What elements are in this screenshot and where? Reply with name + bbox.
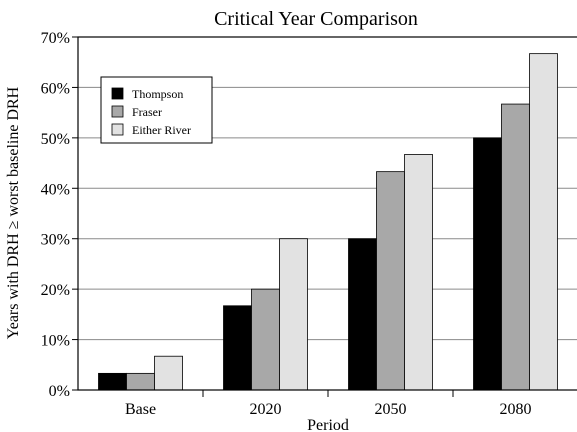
x-axis-ticks: Base 2020 2050 2080 xyxy=(125,390,532,418)
bars xyxy=(98,53,558,391)
bar-either-river-2080 xyxy=(529,53,558,391)
legend-label: Fraser xyxy=(132,105,162,119)
x-tick-label: 2080 xyxy=(500,401,532,418)
bar-thompson-2080 xyxy=(473,137,502,391)
y-tick-label: 50% xyxy=(41,131,70,148)
legend-swatch xyxy=(111,123,124,136)
y-axis-ticks: 0% 10% 20% 30% 40% 50% 60% 70% xyxy=(41,30,78,400)
y-tick-label: 60% xyxy=(41,80,70,97)
x-tick-label: 2020 xyxy=(250,401,282,418)
x-tick-label: Base xyxy=(125,401,156,418)
x-axis-label: Period xyxy=(307,417,349,432)
legend-label: Thompson xyxy=(132,87,183,101)
y-tick-label: 20% xyxy=(41,282,70,299)
y-tick-label: 10% xyxy=(41,333,70,350)
bar-thompson-base xyxy=(98,372,127,391)
legend-swatch xyxy=(111,105,124,118)
bar-either-river-2050 xyxy=(404,154,433,391)
legend-label: Either River xyxy=(132,123,191,137)
y-axis-label: Years with DRH ≥ worst baseline DRH xyxy=(5,86,22,339)
y-tick-label: 70% xyxy=(41,30,70,47)
bar-thompson-2050 xyxy=(348,238,377,391)
legend: Thompson Fraser Either River xyxy=(100,76,213,144)
bar-either-river-2020 xyxy=(279,238,308,391)
y-tick-label: 40% xyxy=(41,181,70,198)
bar-fraser-base xyxy=(126,372,155,391)
chart-title: Critical Year Comparison xyxy=(214,8,418,30)
legend-swatch xyxy=(111,87,124,100)
x-tick-label: 2050 xyxy=(375,401,407,418)
bar-fraser-2080 xyxy=(501,103,530,391)
bar-fraser-2020 xyxy=(251,288,280,391)
bar-either-river-base xyxy=(154,355,183,391)
bar-thompson-2020 xyxy=(223,305,252,391)
y-tick-label: 0% xyxy=(49,383,70,400)
y-tick-label: 30% xyxy=(41,232,70,249)
bar-fraser-2050 xyxy=(376,171,405,391)
